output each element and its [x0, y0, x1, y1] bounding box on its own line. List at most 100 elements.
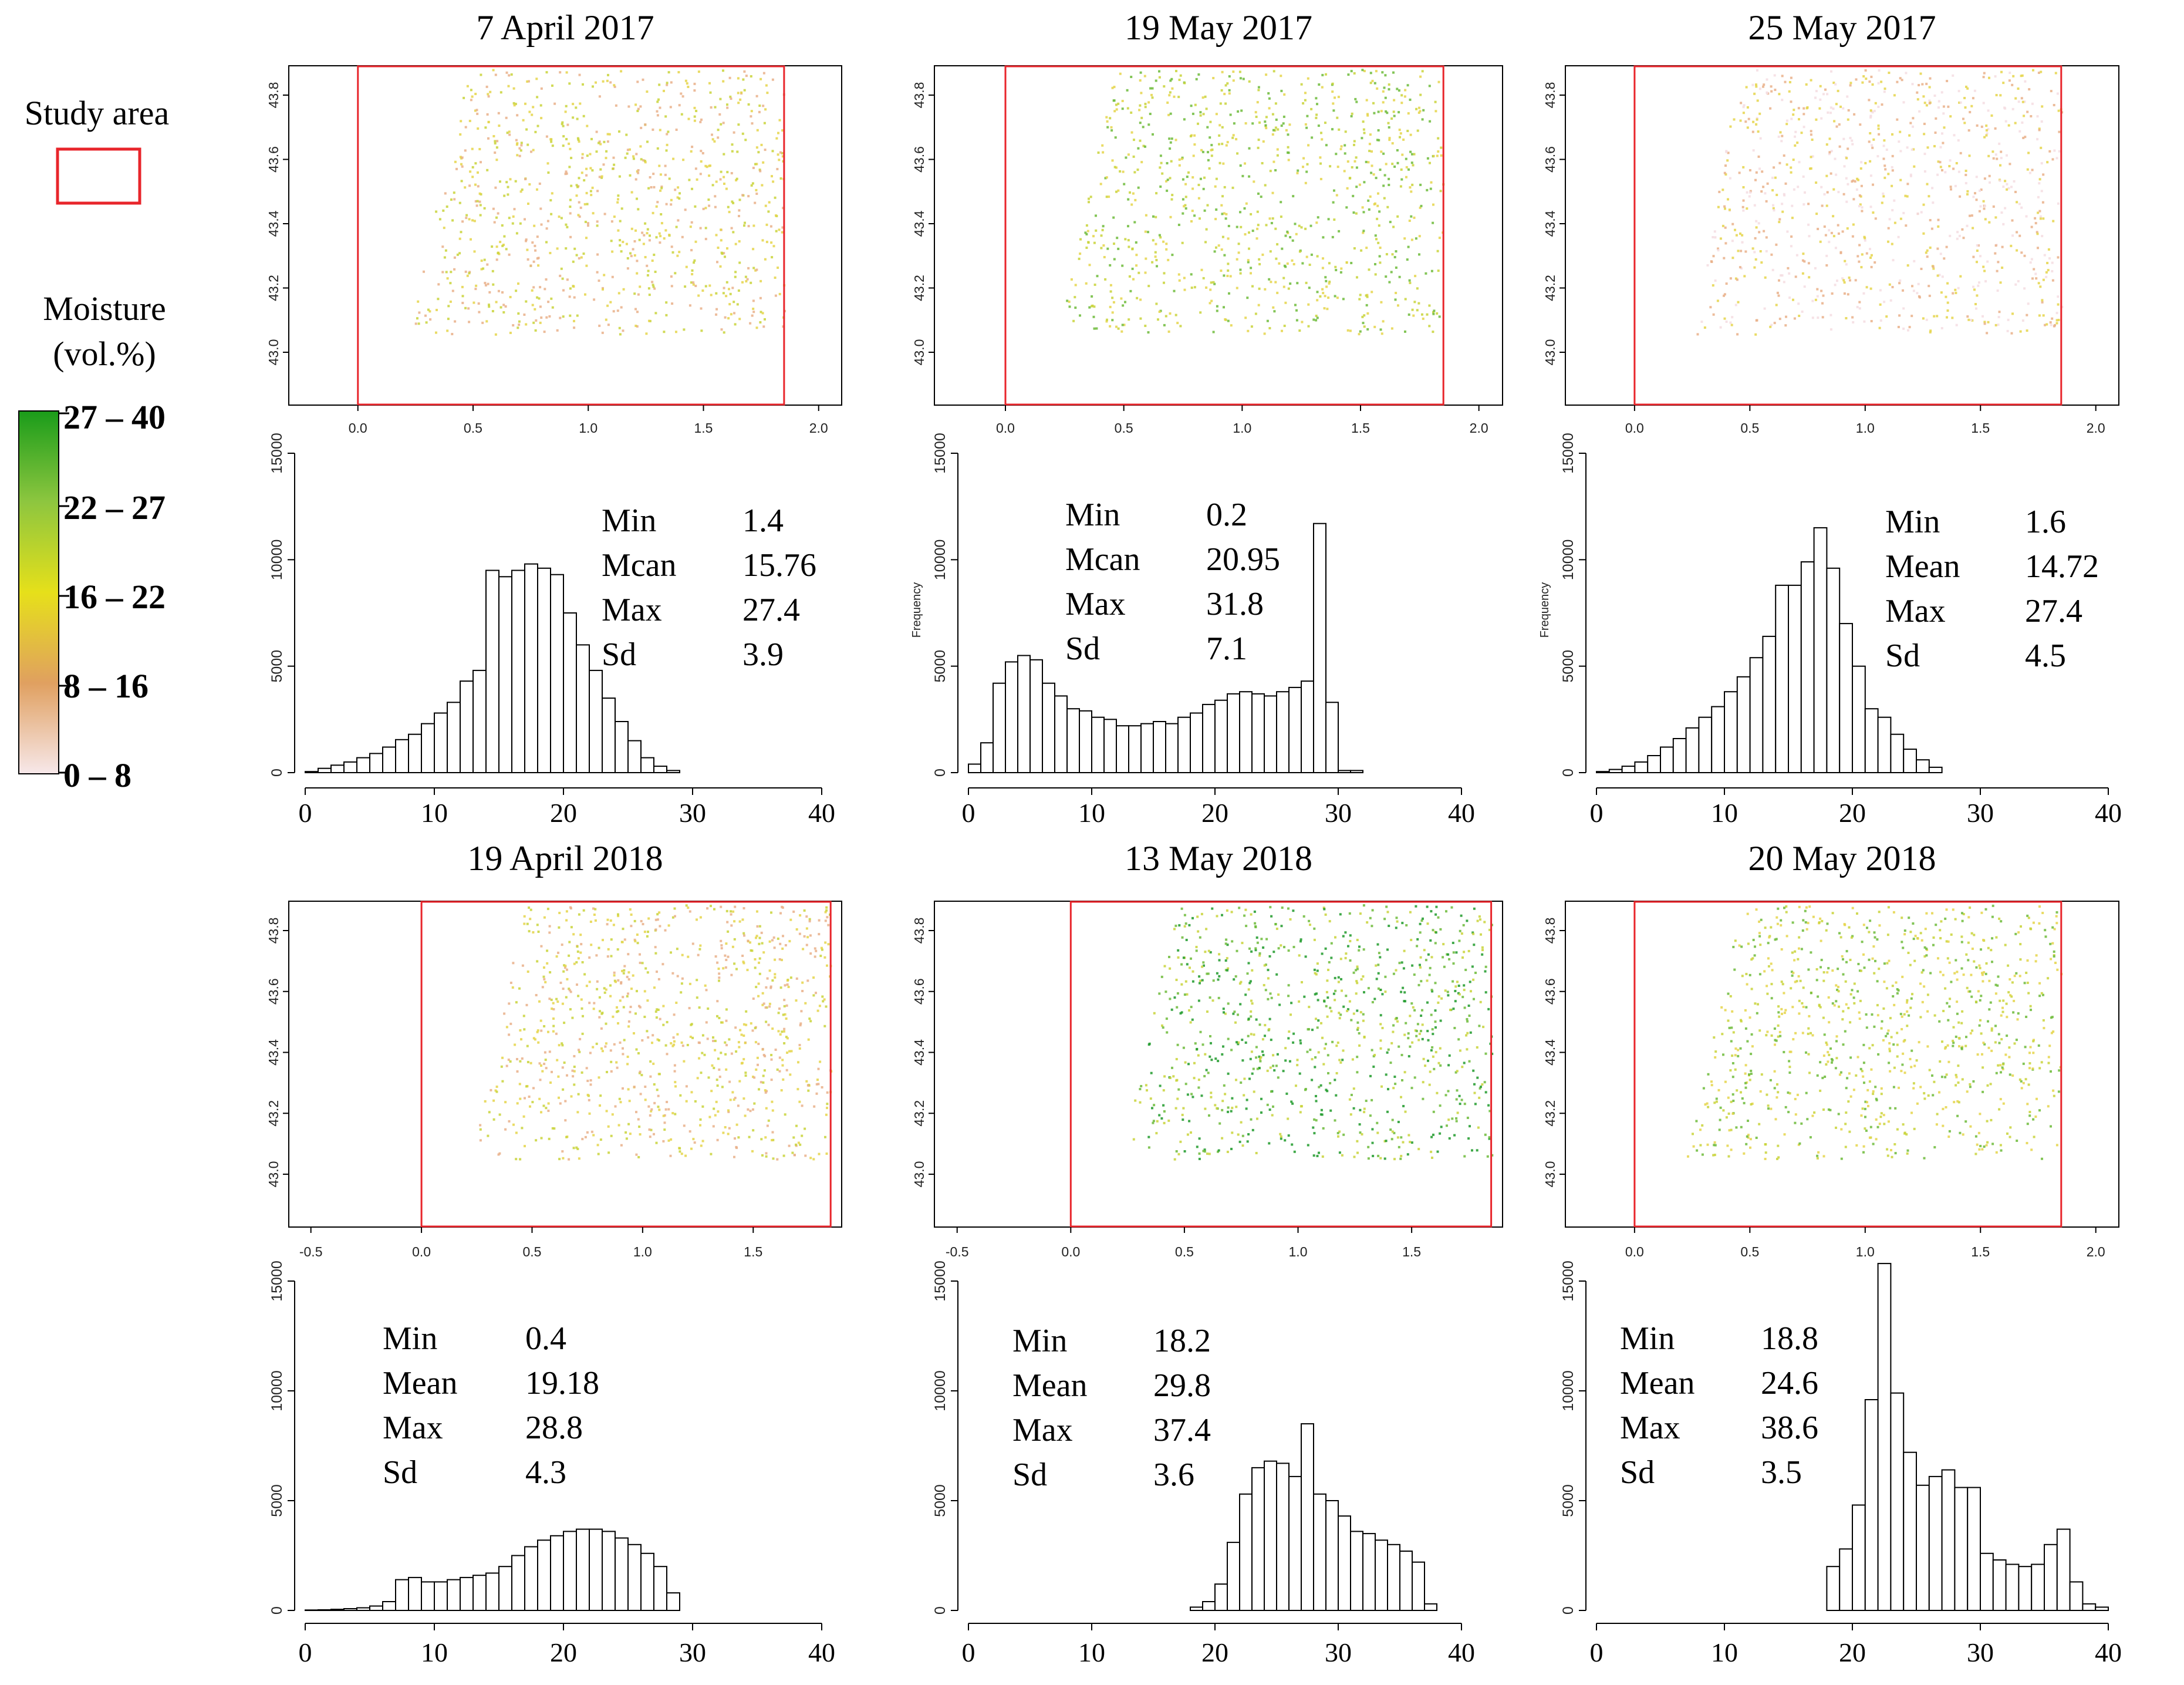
- moisture-pixel: [1136, 296, 1139, 299]
- moisture-pixel: [578, 257, 580, 260]
- moisture-pixel: [2040, 162, 2043, 165]
- stat-label: Sd: [1885, 638, 1920, 674]
- moisture-pixel: [1334, 936, 1336, 939]
- moisture-pixel: [1865, 286, 1868, 289]
- moisture-pixel: [1332, 992, 1335, 995]
- moisture-pixel: [1375, 964, 1378, 967]
- moisture-pixel: [1248, 231, 1250, 234]
- moisture-pixel: [1342, 298, 1345, 301]
- moisture-pixel: [755, 193, 758, 195]
- moisture-pixel: [529, 908, 532, 911]
- moisture-pixel: [1193, 286, 1196, 289]
- moisture-pixel: [1410, 1141, 1413, 1144]
- moisture-pixel: [1821, 302, 1824, 305]
- moisture-pixel: [667, 130, 670, 133]
- moisture-pixel: [1163, 1110, 1166, 1113]
- moisture-pixel: [1992, 205, 1995, 208]
- moisture-pixel: [1869, 257, 1872, 259]
- moisture-pixel: [1270, 1039, 1272, 1042]
- moisture-pixel: [637, 107, 640, 110]
- hist-bar: [1029, 659, 1043, 774]
- moisture-pixel: [1239, 272, 1242, 275]
- moisture-pixel: [1133, 171, 1136, 174]
- moisture-pixel: [589, 1052, 592, 1054]
- moisture-pixel: [1388, 281, 1391, 284]
- moisture-pixel: [596, 253, 599, 256]
- moisture-pixel: [1461, 1066, 1464, 1069]
- moisture-pixel: [1317, 216, 1319, 219]
- moisture-pixel: [629, 148, 631, 151]
- moisture-pixel: [1434, 982, 1437, 985]
- moisture-pixel: [1388, 126, 1390, 129]
- moisture-pixel: [1286, 262, 1289, 265]
- moisture-pixel: [1356, 1009, 1359, 1012]
- moisture-pixel: [1239, 1003, 1242, 1006]
- moisture-pixel: [1436, 250, 1439, 252]
- moisture-pixel: [544, 1051, 546, 1054]
- moisture-pixel: [561, 1150, 564, 1153]
- moisture-pixel: [742, 1097, 745, 1100]
- moisture-pixel: [1388, 88, 1390, 91]
- moisture-pixel: [645, 332, 648, 335]
- moisture-pixel: [1274, 923, 1277, 926]
- moisture-pixel: [599, 1104, 601, 1107]
- moisture-pixel: [781, 129, 784, 132]
- moisture-pixel: [1389, 1128, 1392, 1131]
- moisture-pixel: [738, 1046, 741, 1049]
- moisture-pixel: [572, 285, 575, 288]
- moisture-pixel: [1119, 72, 1122, 75]
- moisture-pixel: [1170, 137, 1173, 140]
- moisture-pixel: [1341, 1154, 1344, 1157]
- moisture-pixel: [535, 994, 538, 996]
- moisture-pixel: [741, 281, 744, 284]
- moisture-pixel: [640, 158, 643, 161]
- moisture-pixel: [1247, 962, 1250, 965]
- moisture-pixel: [1325, 1005, 1328, 1007]
- moisture-pixel: [487, 120, 490, 123]
- moisture-pixel: [1413, 153, 1416, 156]
- moisture-pixel: [687, 955, 690, 958]
- moisture-pixel: [642, 78, 644, 81]
- moisture-pixel: [1318, 1151, 1320, 1154]
- moisture-pixel: [768, 940, 771, 943]
- moisture-pixel: [775, 230, 778, 232]
- moisture-pixel: [1837, 89, 1839, 92]
- moisture-pixel: [1976, 124, 1979, 127]
- moisture-pixel: [1395, 250, 1398, 253]
- moisture-pixel: [1433, 1067, 1436, 1070]
- hist-x-tick-label: 10: [1711, 798, 1738, 828]
- moisture-pixel: [1748, 169, 1751, 171]
- moisture-pixel: [1852, 321, 1855, 323]
- hist-bar: [576, 1528, 590, 1612]
- moisture-pixel: [1197, 197, 1200, 200]
- moisture-pixel: [624, 156, 627, 159]
- moisture-pixel: [568, 166, 571, 168]
- moisture-pixel: [1321, 86, 1324, 89]
- moisture-pixel: [1712, 236, 1714, 238]
- moisture-pixel: [646, 971, 649, 974]
- moisture-pixel: [1996, 289, 1999, 292]
- moisture-pixel: [1237, 251, 1240, 254]
- moisture-pixel: [681, 977, 684, 980]
- moisture-pixel: [1932, 201, 1935, 204]
- moisture-pixel: [1831, 292, 1834, 295]
- moisture-pixel: [1998, 311, 2001, 314]
- moisture-pixel: [1829, 314, 1832, 316]
- moisture-pixel: [1790, 100, 1793, 103]
- hist-bar: [589, 1528, 603, 1612]
- moisture-pixel: [1391, 1130, 1394, 1133]
- moisture-pixel: [1796, 141, 1799, 144]
- moisture-pixel: [2011, 107, 2014, 110]
- moisture-pixel: [518, 320, 521, 323]
- moisture-pixel: [1201, 979, 1204, 982]
- moisture-pixel: [427, 308, 430, 311]
- moisture-pixel: [689, 1036, 692, 1038]
- moisture-pixel: [1332, 201, 1335, 204]
- moisture-pixel: [673, 1013, 676, 1016]
- moisture-pixel: [1243, 914, 1246, 917]
- moisture-pixel: [536, 96, 539, 99]
- moisture-pixel: [2041, 299, 2044, 302]
- moisture-pixel: [1986, 260, 1989, 263]
